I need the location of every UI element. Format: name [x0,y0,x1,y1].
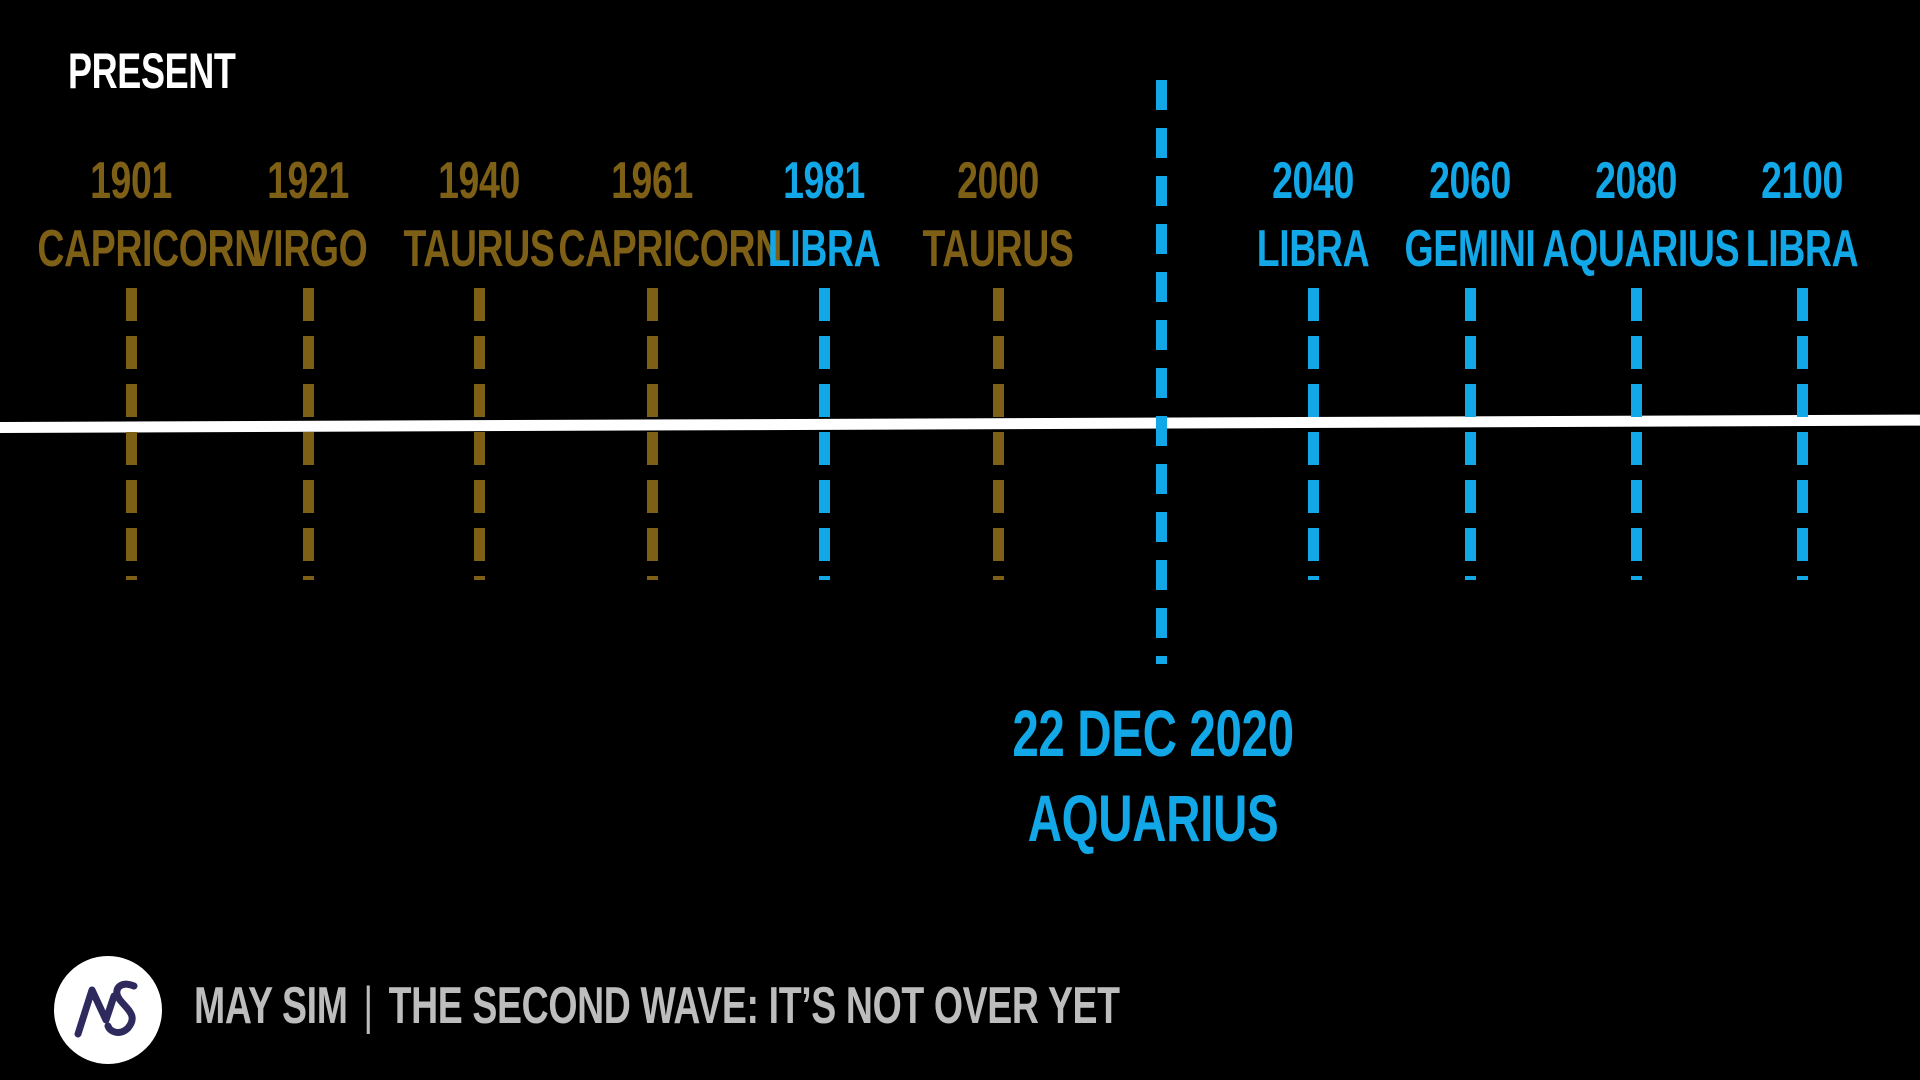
ms-monogram-logo [54,956,162,1064]
event-marker [1307,288,1319,580]
event-marker [1630,288,1642,580]
footer-separator: | [363,977,373,1035]
event-year: 2080 [1595,152,1677,210]
event-year: 1921 [267,152,349,210]
ms-logo-icon [74,980,138,1038]
footer-title: THE SECOND WAVE: IT’S NOT OVER YET [388,977,1120,1035]
current-date-marker [1156,80,1167,664]
event-sign: LIBRA [767,220,881,278]
event-sign: CAPRICORN [558,220,782,278]
footer-caption: MAY SIM | THE SECOND WAVE: IT’S NOT OVER Y… [194,980,1120,1032]
event-marker [1464,288,1476,580]
current-date-label: 22 DEC 2020 [1012,696,1294,770]
event-marker [302,288,314,580]
event-year: 1961 [611,152,693,210]
present-label: PRESENT [68,43,236,99]
event-sign: AQUARIUS [1542,220,1740,278]
event-year: 2000 [957,152,1039,210]
event-sign: VIRGO [248,220,368,278]
event-sign: CAPRICORN [37,220,261,278]
event-year: 1981 [783,152,865,210]
event-marker [473,288,485,580]
event-sign: TAURUS [403,220,555,278]
event-year: 2060 [1429,152,1511,210]
event-marker [992,288,1004,580]
event-year: 2040 [1272,152,1354,210]
event-marker [125,288,137,580]
event-sign: LIBRA [1256,220,1370,278]
event-year: 2100 [1761,152,1843,210]
footer-author: MAY SIM [194,977,348,1035]
event-marker [1796,288,1808,580]
event-sign: TAURUS [922,220,1074,278]
event-year: 1940 [438,152,520,210]
event-marker [818,288,830,580]
current-sign-label: AQUARIUS [1027,781,1279,855]
event-marker [646,288,658,580]
event-sign: LIBRA [1745,220,1859,278]
event-year: 1901 [90,152,172,210]
event-sign: GEMINI [1404,220,1536,278]
